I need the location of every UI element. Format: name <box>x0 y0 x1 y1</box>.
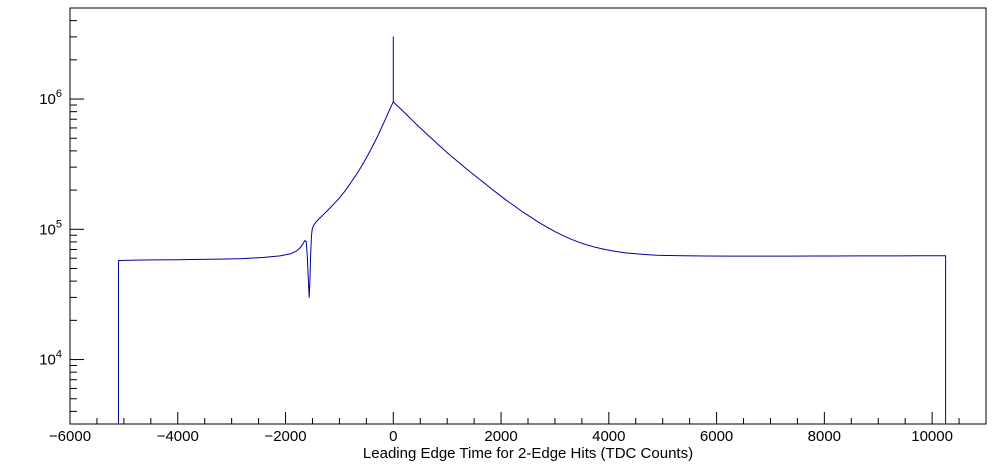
x-tick-label: −6000 <box>49 428 91 445</box>
plot-frame <box>69 7 987 425</box>
y-tick-label: 105 <box>39 218 62 238</box>
x-tick-label: 2000 <box>484 428 517 445</box>
x-tick-label: −2000 <box>264 428 306 445</box>
x-tick-label: 10000 <box>911 428 953 445</box>
series-line <box>118 36 947 424</box>
x-tick-label: 6000 <box>700 428 733 445</box>
x-axis: −6000 −4000 −2000 0 2000 4000 6000 8000 10000 <box>49 412 987 445</box>
y-tick-label: 104 <box>39 349 62 369</box>
x-tick-label: 8000 <box>808 428 841 445</box>
x-axis-title: Leading Edge Time for 2-Edge Hits (TDC C… <box>363 445 693 462</box>
x-tick-label: −4000 <box>157 428 199 445</box>
y-axis: 104 105 106 <box>39 7 84 412</box>
x-tick-label: 0 <box>389 428 397 445</box>
x-tick-label: 4000 <box>592 428 625 445</box>
y-tick-label: 106 <box>39 88 62 108</box>
